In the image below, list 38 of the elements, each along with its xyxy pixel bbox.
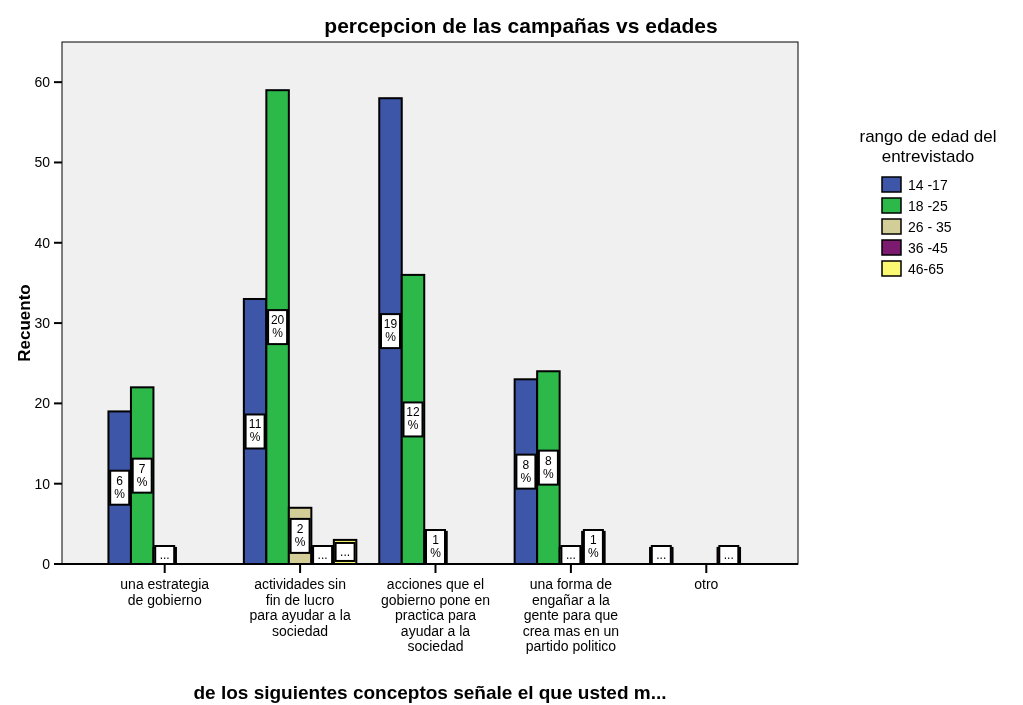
- annotation: 1%: [430, 533, 442, 560]
- annotation: ...: [159, 548, 170, 562]
- annotation: 11%: [248, 417, 262, 445]
- legend-label: 36 -45: [908, 240, 948, 256]
- y-axis-title: Recuento: [15, 284, 34, 362]
- annotation: 2%: [294, 521, 306, 549]
- annotation: 8%: [543, 453, 555, 481]
- legend-label: 18 -25: [908, 198, 948, 214]
- legend-title: rango de edad del entrevistado: [859, 127, 997, 166]
- y-tick-label: 30: [34, 315, 51, 332]
- annotation: ...: [723, 548, 734, 562]
- y-tick-label: 0: [42, 556, 51, 572]
- x-tick-label: una forma de engañar a la gente para que crea mas en un partido politico: [522, 576, 620, 654]
- x-tick-label: actividades sin fin de lucro para ayudar a la sociedad: [249, 576, 351, 639]
- annotation: ...: [565, 548, 576, 562]
- y-tick-label: 50: [34, 154, 51, 171]
- legend-label: 14 -17: [908, 177, 948, 193]
- x-axis-title: de los siguientes conceptos señale el que usted m...: [193, 682, 667, 703]
- x-tick-label: acciones que el gobierno pone en practica para ayudar a la sociedad: [381, 576, 490, 654]
- chart-title: percepcion de las campañas vs edades: [324, 14, 718, 37]
- y-tick-label: 10: [34, 475, 51, 492]
- annotation: 19%: [383, 317, 398, 345]
- annotation: 6%: [114, 473, 126, 501]
- x-tick-label: una estrategia de gobierno: [120, 576, 210, 608]
- annotation: 8%: [520, 457, 532, 485]
- y-tick-label: 40: [34, 234, 51, 251]
- legend-label: 26 - 35: [908, 219, 952, 235]
- annotation: ...: [656, 548, 667, 562]
- annotation: ...: [340, 544, 351, 559]
- annotation: 7%: [136, 461, 148, 489]
- annotation: 1%: [588, 533, 600, 560]
- annotation: 12%: [406, 405, 420, 433]
- legend-label: 46-65: [908, 261, 945, 277]
- annotation: 20%: [270, 313, 285, 341]
- y-tick-label: 20: [34, 395, 51, 412]
- x-tick-label: otro: [694, 576, 719, 592]
- annotation: ...: [317, 548, 328, 562]
- y-tick-label: 60: [34, 74, 51, 91]
